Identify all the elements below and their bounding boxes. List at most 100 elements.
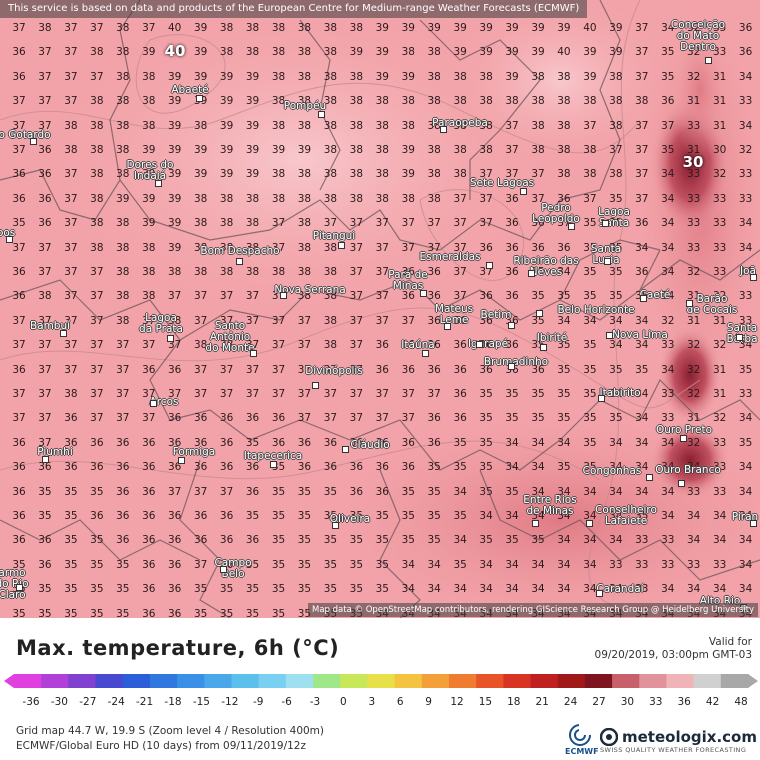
grid-value: 35	[38, 485, 52, 498]
grid-value: 39	[401, 22, 415, 34]
grid-value: 36	[427, 363, 441, 376]
extreme-value-label: 30	[682, 153, 704, 171]
color-swatch	[693, 674, 722, 688]
grid-value: 35	[375, 558, 389, 571]
temperature-map[interactable]: This service is based on data and produc…	[0, 0, 760, 618]
place-label: Itaúna	[401, 339, 435, 351]
grid-value: 37	[401, 241, 415, 254]
grid-value: 39	[557, 22, 571, 34]
color-scale-tick: 33	[649, 696, 663, 708]
grid-value: 34	[479, 583, 493, 596]
color-swatch	[14, 674, 42, 688]
color-swatch	[149, 674, 178, 688]
grid-value: 35	[64, 607, 78, 618]
grid-value: 35	[349, 510, 364, 522]
grid-value: 35	[712, 22, 727, 34]
meteologix-logo[interactable]: meteologix.com SWISS QUALITY WEATHER FOR…	[600, 728, 757, 754]
grid-value: 35	[453, 461, 467, 474]
map-attribution[interactable]: Map data © OpenStreetMap contributors, r…	[308, 603, 758, 617]
grid-value: 38	[635, 95, 649, 108]
grid-info: Grid map 44.7 W, 19.9 S (Zoom level 4 / …	[16, 725, 325, 737]
grid-value: 39	[479, 46, 493, 59]
grid-value: 35	[245, 436, 260, 449]
grid-value: 37	[375, 314, 389, 327]
grid-value: 38	[297, 46, 312, 59]
grid-value: 31	[712, 70, 727, 83]
grid-value: 40	[168, 46, 182, 59]
grid-value: 34	[427, 583, 441, 596]
grid-value: 35	[323, 485, 338, 498]
ecmwf-logo[interactable]: ECMWF	[565, 724, 599, 756]
grid-value: 37	[116, 363, 130, 376]
grid-value: 38	[479, 119, 493, 132]
grid-value: 38	[323, 22, 338, 34]
color-scale-tick: -9	[252, 696, 264, 708]
place-marker	[280, 292, 287, 299]
place-marker	[486, 262, 493, 269]
place-marker	[167, 335, 174, 342]
grid-value: 38	[375, 144, 389, 156]
grid-value: 35	[609, 290, 623, 303]
place-label: Barão de Cocais	[686, 293, 738, 316]
grid-value: 33	[712, 192, 727, 205]
grid-value: 38	[142, 266, 156, 278]
grid-value: 35	[557, 339, 571, 352]
grid-value: 37	[90, 388, 104, 400]
grid-value: 36	[401, 266, 415, 278]
color-scale-tick: 24	[563, 696, 578, 708]
grid-value: 36	[90, 461, 104, 474]
grid-value: 37	[427, 241, 441, 254]
grid-value: 38	[245, 46, 260, 59]
grid-value: 36	[142, 461, 156, 474]
grid-value: 38	[219, 46, 234, 59]
grid-value: 31	[687, 95, 701, 108]
color-scale-tick: -21	[136, 696, 154, 708]
grid-value: 37	[349, 217, 364, 230]
grid-value: 38	[557, 70, 571, 83]
grid-value: 36	[297, 436, 312, 449]
grid-value: 32	[687, 339, 701, 352]
grid-value: 38	[116, 168, 130, 181]
grid-value: 37	[193, 388, 208, 400]
grid-value: 35	[323, 583, 338, 596]
grid-value: 38	[323, 46, 338, 59]
grid-value: 33	[738, 192, 753, 205]
color-scale-tick: 3	[368, 696, 376, 708]
grid-value: 36	[193, 412, 208, 425]
grid-value: 36	[375, 485, 389, 498]
grid-value: 38	[116, 290, 130, 303]
grid-value: 34	[738, 558, 753, 571]
grid-value: 37	[505, 144, 519, 156]
grid-value: 37	[245, 388, 260, 400]
grid-value: 36	[271, 436, 286, 449]
grid-value: 31	[687, 290, 701, 303]
grid-value: 39	[245, 168, 260, 181]
valid-time: Valid for 09/20/2019, 03:00pm GMT-03	[595, 636, 752, 662]
grid-value: 36	[142, 607, 156, 618]
grid-value: 35	[323, 510, 338, 522]
grid-value: 36	[245, 485, 260, 498]
grid-value: 38	[245, 217, 260, 230]
grid-value: 38	[271, 168, 286, 181]
map-background	[0, 0, 760, 618]
grid-value: 37	[479, 217, 493, 230]
grid-value: 34	[557, 534, 571, 547]
grid-value: 36	[142, 534, 156, 547]
grid-value: 34	[738, 510, 753, 522]
grid-value: 34	[738, 534, 753, 547]
grid-value: 36	[271, 412, 286, 425]
place-label: Entre Rios de Minas	[523, 494, 577, 517]
grid-value: 37	[245, 314, 260, 327]
grid-value: 37	[219, 290, 234, 303]
grid-value: 39	[505, 46, 519, 59]
grid-value: 38	[323, 241, 338, 254]
place-label: Divinópolis	[305, 365, 363, 377]
color-scale-tick: 27	[592, 696, 606, 708]
grid-value: 38	[297, 290, 312, 303]
grid-value: 38	[64, 388, 78, 400]
valid-label: Valid for	[708, 636, 752, 648]
grid-value: 38	[557, 144, 571, 156]
grid-value: 36	[12, 266, 26, 278]
grid-value: 37	[168, 388, 182, 400]
grid-value: 35	[609, 412, 623, 425]
